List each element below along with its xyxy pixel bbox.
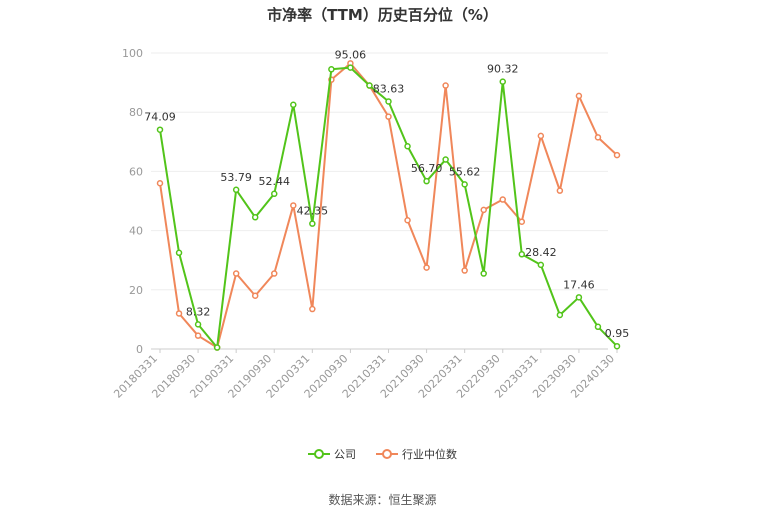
legend-label-company: 公司: [334, 448, 356, 461]
legend-label-industry-median: 行业中位数: [402, 448, 457, 461]
y-tick-label: 0: [136, 343, 143, 356]
chart-title: 市净率（TTM）历史百分位（%）: [267, 6, 498, 24]
data-point-industry-median: [518, 218, 526, 225]
data-point-company: [347, 64, 354, 71]
data-point-industry-median: [499, 196, 506, 203]
data-label: 56.70: [411, 162, 443, 175]
y-tick-label: 40: [129, 225, 143, 238]
data-point-industry-median: [404, 216, 411, 224]
data-point-industry-median: [251, 292, 259, 299]
data-point-company: [594, 323, 602, 331]
data-point-industry-median: [613, 151, 621, 159]
data-point-industry-median: [423, 264, 430, 271]
data-point-industry-median: [385, 113, 392, 120]
data-point-industry-median: [594, 134, 602, 141]
legend-item-industry-median[interactable]: 行业中位数: [376, 446, 457, 462]
data-label: 42.35: [297, 205, 329, 218]
data-point-company: [366, 82, 373, 89]
data-source: 数据来源：恒生聚源: [328, 493, 437, 507]
data-point-industry-median: [537, 132, 545, 140]
data-point-company: [213, 344, 221, 351]
data-point-industry-median: [575, 92, 583, 100]
data-point-company: [251, 214, 259, 221]
data-point-company: [575, 294, 583, 301]
data-point-industry-median: [156, 179, 164, 187]
data-label: 8.32: [186, 305, 211, 318]
data-point-company: [156, 126, 164, 133]
data-label: 90.32: [487, 63, 519, 76]
y-tick-label: 20: [129, 284, 143, 297]
data-point-company: [309, 220, 316, 227]
data-point-company: [613, 342, 621, 350]
series-line-industry-median: [159, 62, 618, 349]
legend-marker-company-icon: [308, 449, 330, 459]
data-point-industry-median: [461, 267, 468, 274]
data-point-company: [537, 261, 545, 269]
chart-legend: 公司 行业中位数: [0, 446, 765, 462]
y-tick-label: 100: [122, 47, 143, 60]
data-point-company: [385, 98, 392, 105]
data-point-industry-median: [480, 206, 487, 214]
data-label: 0.95: [605, 327, 630, 340]
data-point-company: [232, 186, 240, 194]
data-point-company: [404, 142, 411, 150]
data-point-company: [518, 251, 526, 258]
data-point-company: [480, 270, 487, 277]
data-label: 28.42: [525, 246, 557, 259]
data-point-company: [271, 190, 278, 198]
data-point-company: [175, 249, 183, 257]
data-point-company: [556, 311, 564, 319]
y-tick-label: 60: [129, 165, 143, 178]
data-point-company: [442, 156, 449, 163]
data-label: 17.46: [563, 278, 595, 291]
data-point-company: [423, 177, 430, 185]
legend-item-company[interactable]: 公司: [308, 446, 356, 462]
data-point-industry-median: [271, 270, 278, 277]
data-label: 95.06: [335, 49, 367, 62]
data-label: 74.09: [144, 111, 176, 124]
data-point-industry-median: [232, 270, 240, 277]
data-point-company: [328, 66, 335, 73]
data-point-company: [499, 78, 506, 85]
data-point-industry-median: [290, 202, 297, 209]
data-point-industry-median: [556, 187, 564, 194]
data-label: 55.62: [449, 165, 481, 178]
data-point-industry-median: [175, 310, 183, 317]
data-point-company: [290, 101, 297, 109]
data-point-industry-median: [442, 82, 449, 89]
data-label: 52.44: [259, 175, 291, 188]
legend-marker-industry-median-icon: [376, 449, 398, 459]
data-point-industry-median: [194, 332, 202, 339]
data-label: 53.79: [220, 171, 252, 184]
y-tick-label: 80: [129, 106, 143, 119]
data-point-industry-median: [309, 305, 316, 313]
data-label: 83.63: [373, 82, 405, 95]
data-point-company: [194, 321, 202, 328]
data-point-company: [461, 181, 468, 188]
